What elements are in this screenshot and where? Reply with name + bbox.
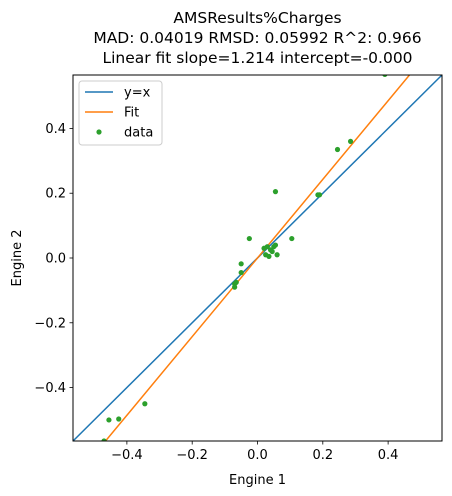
data-point [266, 253, 272, 259]
data-point [382, 75, 388, 77]
data-point [101, 438, 107, 441]
legend-label-data: data [124, 126, 153, 141]
y-tick-label: −0.4 [34, 381, 66, 396]
data-point [269, 248, 275, 255]
data-point [246, 235, 252, 242]
data-point [334, 146, 341, 153]
data-point [347, 138, 354, 144]
data-point [274, 252, 280, 258]
x-tick-label: 0.2 [312, 448, 333, 463]
data-point [264, 244, 270, 250]
data-point [316, 192, 323, 198]
series-line-fit [104, 75, 411, 441]
y-tick-label: −0.2 [34, 316, 66, 331]
y-axis-label: Engine 2 [10, 230, 25, 287]
y-tick-label: 0.4 [45, 122, 66, 137]
y-tick-label: 0.0 [45, 252, 66, 267]
data-point [289, 235, 295, 242]
x-tick-label: −0.4 [111, 448, 143, 463]
data-point [142, 401, 148, 407]
title-line-3: Linear fit slope=1.214 intercept=-0.000 [102, 49, 412, 67]
legend: y=x Fit data [78, 80, 163, 146]
x-tick-label: −0.2 [176, 448, 208, 463]
data-point [106, 417, 112, 423]
ticks-layer: −0.4 −0.2 0.0 0.2 0.4 −0.4 −0.2 0.0 0.2 0.4 [34, 122, 398, 463]
x-axis-label: Engine 1 [229, 473, 286, 488]
legend-box [78, 80, 163, 146]
data-point [272, 242, 279, 248]
data-point [233, 279, 239, 285]
legend-label-yx: y=x [124, 86, 151, 101]
data-point [238, 261, 244, 267]
legend-label-fit: Fit [124, 106, 139, 121]
chart-title: AMSResults%Charges MAD: 0.04019 RMSD: 0.… [93, 9, 421, 67]
title-line-2: MAD: 0.04019 RMSD: 0.05992 R^2: 0.966 [93, 29, 421, 47]
data-point [238, 269, 244, 276]
y-tick-label: 0.2 [45, 187, 66, 202]
x-tick-label: 0.4 [378, 448, 399, 463]
legend-swatch-data [96, 129, 102, 135]
title-line-1: AMSResults%Charges [173, 9, 341, 27]
series-layer [73, 75, 442, 441]
x-tick-label: 0.0 [247, 448, 268, 463]
data-point [116, 416, 122, 422]
data-point [272, 189, 279, 195]
